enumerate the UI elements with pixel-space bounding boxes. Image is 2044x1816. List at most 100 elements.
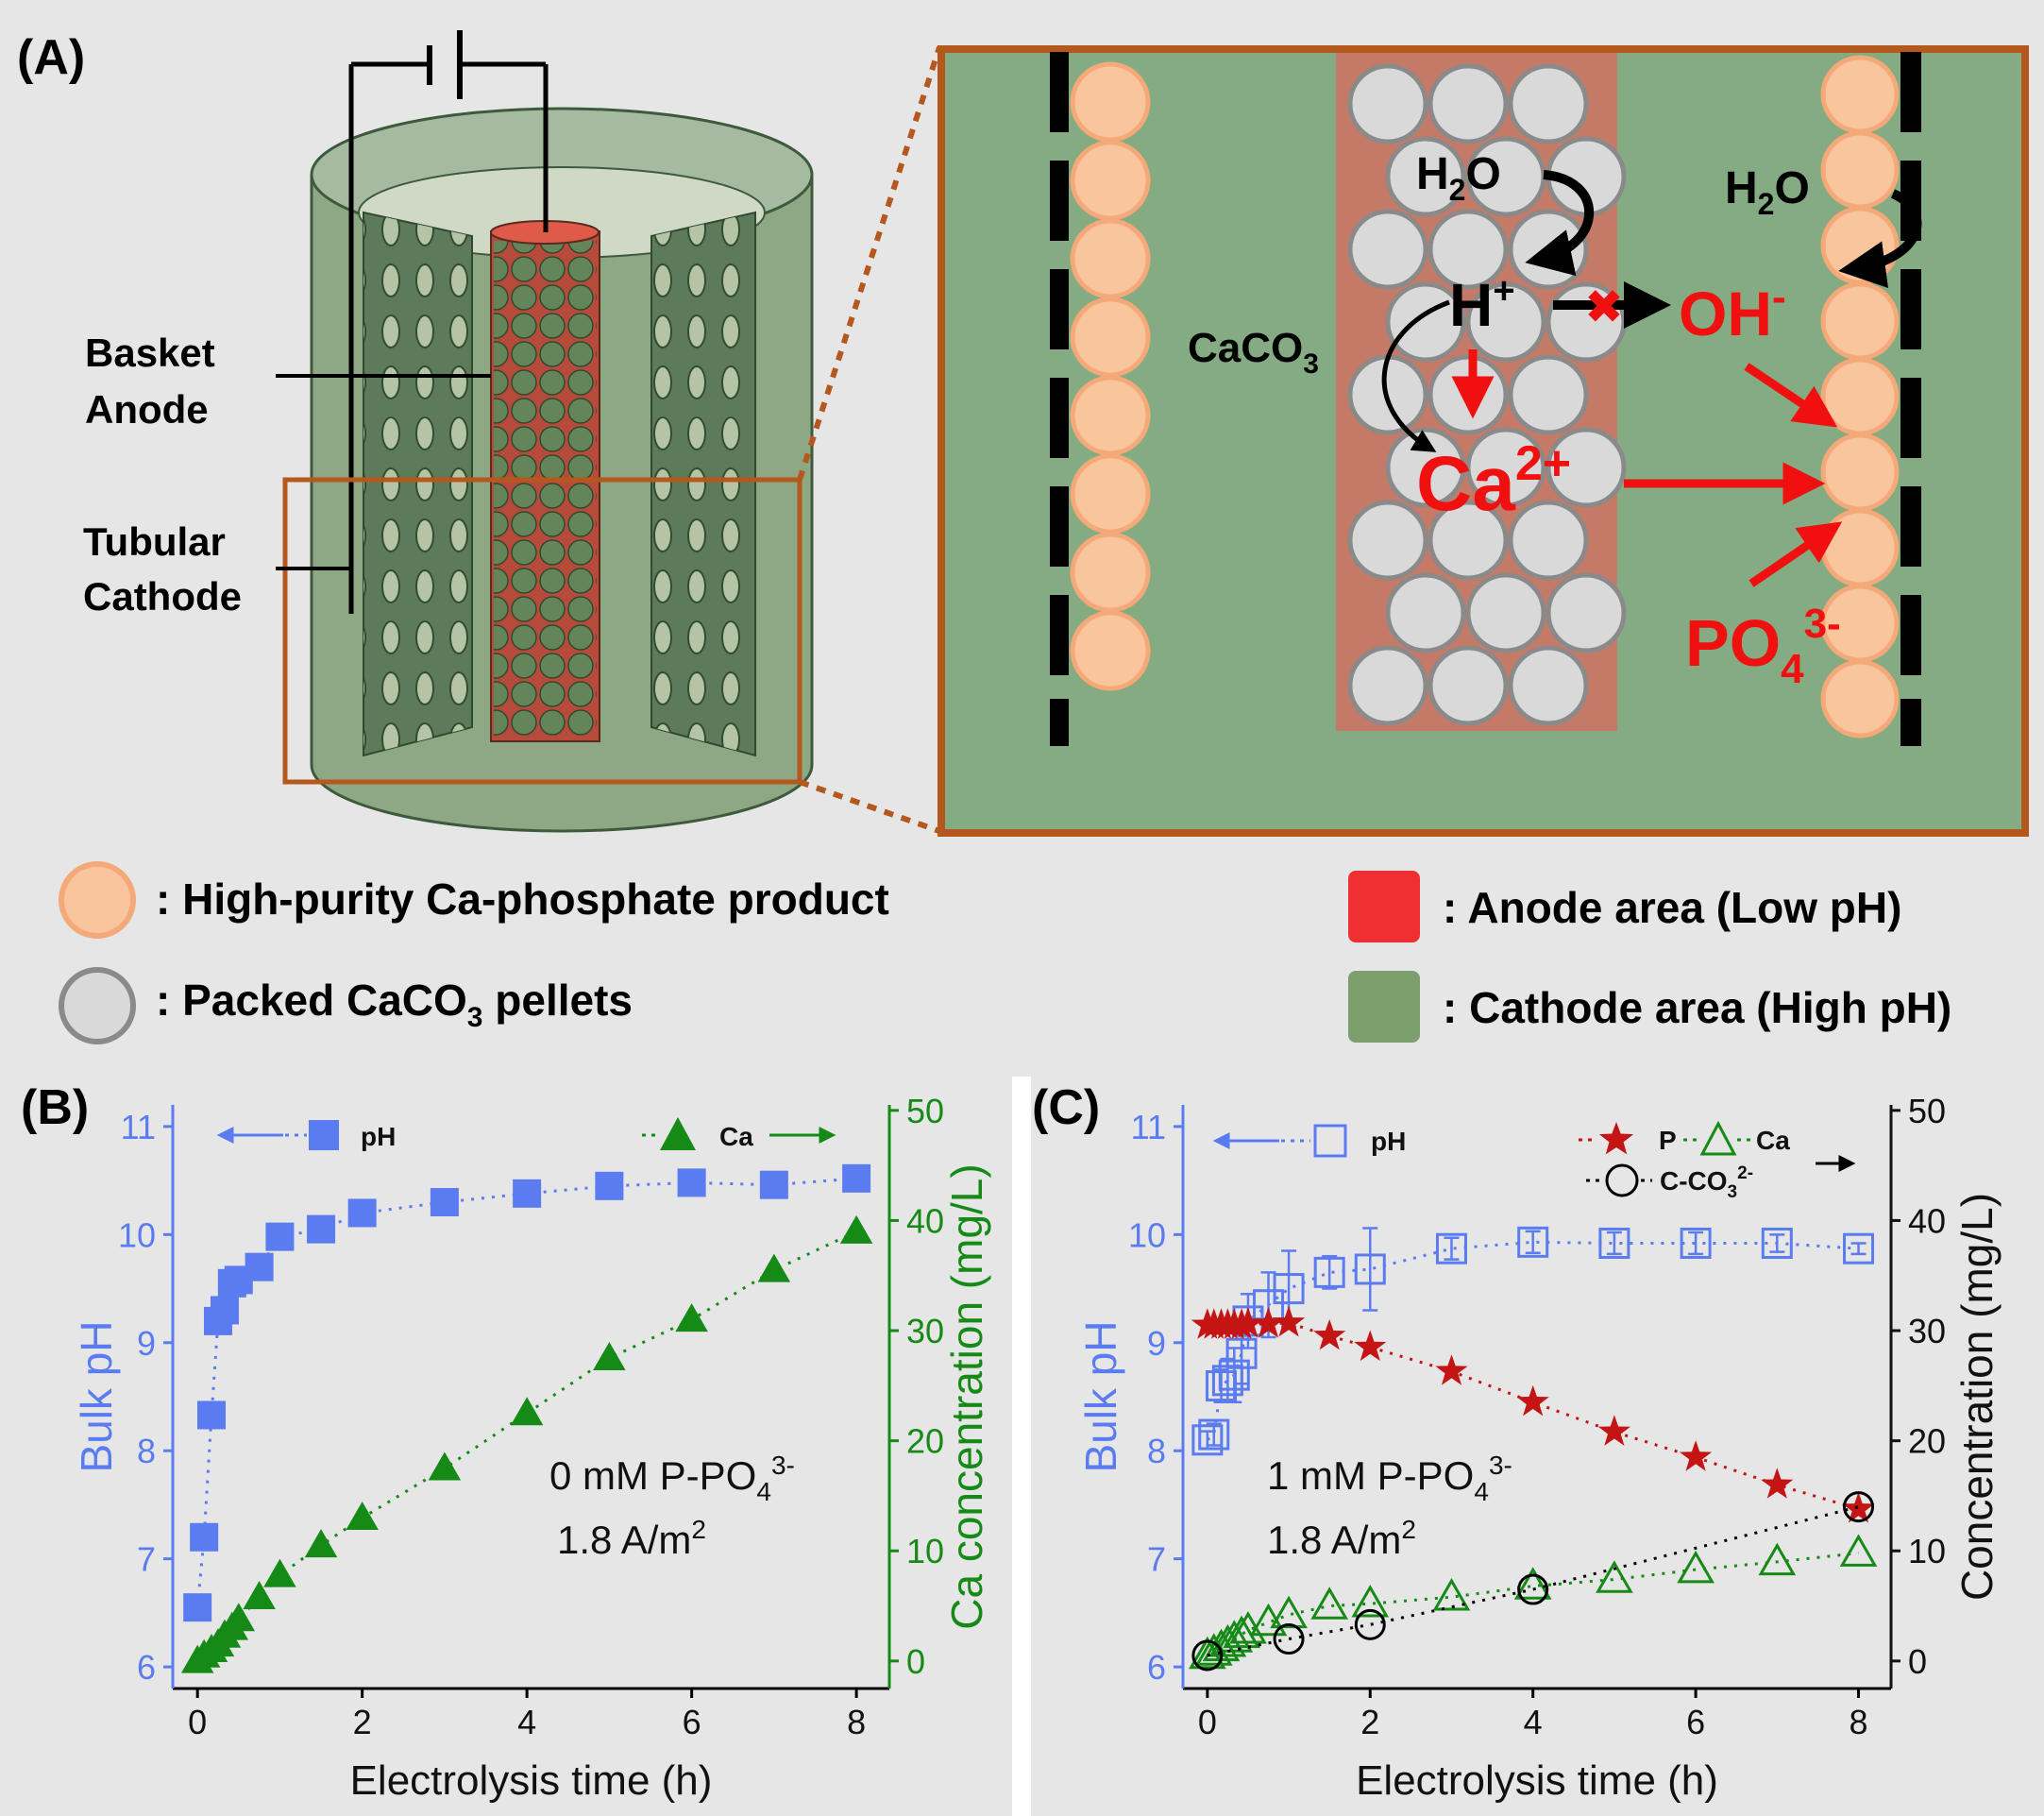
caco3-pellet (1347, 645, 1428, 726)
data-point (1758, 1542, 1797, 1576)
y-axis-left-title: Bulk pH (72, 1320, 121, 1472)
y-right-tick-label: 10 (1908, 1532, 1946, 1570)
x-tick-label: 2 (353, 1703, 372, 1741)
legend-anode-label: : Anode area (Low pH) (1443, 883, 1901, 932)
legend-cathode-label: : Cathode area (High pH) (1443, 983, 1951, 1032)
legend-c-ph-marker (1313, 1124, 1347, 1158)
label-basket: Basket (85, 331, 215, 375)
data-point (675, 1303, 708, 1332)
y-right-tick-label: 40 (1908, 1201, 1946, 1240)
data-point (265, 1222, 295, 1251)
data-point (757, 1253, 791, 1282)
data-point (1680, 1227, 1712, 1259)
y-left-tick-label: 8 (1147, 1432, 1166, 1470)
data-point (1516, 1384, 1549, 1417)
caco3-pellet (1508, 209, 1589, 290)
label-anode: Anode (85, 387, 209, 432)
label-ca2plus: Ca2+ (1416, 436, 1571, 527)
caco3-pellet (1347, 500, 1428, 581)
legend-product-swatch (59, 861, 136, 939)
hydroxide-migration-arrow (1744, 363, 1838, 428)
series-line-ph (195, 1177, 857, 1608)
product-particle (1070, 140, 1151, 221)
anode-pellets (494, 241, 597, 737)
panel-c-marks: 0 2 4 6 8 6 7 8 9 10 11 0 10 20 30 40 50 Electrolysis tim… (1076, 1092, 2002, 1804)
product-particle (1070, 218, 1151, 299)
data-point (1842, 1491, 1875, 1523)
product-particle (1070, 610, 1151, 691)
zoom-guide-bottom (799, 779, 940, 834)
y-axis-right-title: Ca concentration (mg/L) (942, 1163, 991, 1629)
data-point (347, 1198, 377, 1228)
y-left-tick-label: 10 (118, 1215, 156, 1254)
label-h2o-left: H2O (1416, 149, 1501, 207)
y-left-tick-label: 10 (1128, 1215, 1166, 1254)
panel-c-chart: (C) 0 2 4 6 8 6 7 8 9 10 11 0 10 20 30 40 50 Electrolysis… (1032, 1080, 2002, 1804)
cathode-plate-segment (1050, 52, 1069, 132)
x-tick-label: 0 (188, 1703, 207, 1741)
label-oh-minus: OH- (1679, 274, 1786, 348)
caco3-pellet (1347, 209, 1428, 290)
data-point (1597, 1415, 1630, 1446)
data-point (190, 1522, 219, 1552)
legend-c-ph-label: pH (1371, 1127, 1406, 1156)
legend-c-cco3-marker (1605, 1163, 1639, 1197)
legend-ph-marker (309, 1120, 339, 1150)
data-point (1843, 1232, 1875, 1264)
legend-ph-label: pH (361, 1122, 396, 1151)
cathode-plate-segment (1900, 699, 1921, 746)
x-tick-label: 4 (517, 1703, 536, 1741)
legend-c-ca-label: Ca (1756, 1126, 1790, 1155)
label-h-plus: H+ (1449, 270, 1515, 339)
caco3-pellet (1427, 63, 1509, 144)
data-point (1313, 1256, 1345, 1288)
data-point (1225, 1337, 1258, 1369)
y-right-tick-label: 30 (1908, 1312, 1946, 1350)
data-point (1223, 1615, 1260, 1649)
panel-b-label: (B) (21, 1080, 89, 1135)
data-point (1351, 1584, 1390, 1618)
legend-pellet-label: : Packed CaCO3 pellets (156, 976, 633, 1033)
data-point (1596, 1560, 1633, 1593)
y-left-tick-label: 8 (137, 1432, 156, 1470)
caco3-pellet (1465, 572, 1546, 653)
product-particle (1820, 659, 1900, 738)
data-point (1354, 1253, 1386, 1285)
y-right-tick-label: 0 (1908, 1642, 1927, 1681)
data-point (1354, 1608, 1386, 1640)
cathode-plate-segment (1050, 595, 1069, 675)
data-point (759, 1170, 788, 1199)
caco3-pellet (1508, 63, 1589, 144)
legend-ca-marker (660, 1117, 696, 1150)
y-right-tick-label: 50 (1908, 1092, 1946, 1130)
zoom-detail: ✖ H2O H2O H+ OH- CaCO3 Ca2+ PO43- (938, 45, 2029, 837)
cathode-plate-segment (1050, 378, 1069, 458)
data-point (1513, 1567, 1552, 1600)
data-point (510, 1397, 544, 1426)
water-oxidation-arrow (1525, 170, 1595, 277)
label-caco3: CaCO3 (1188, 325, 1319, 380)
blocked-mark: ✖ (1584, 280, 1624, 333)
caco3-pellet (1508, 354, 1589, 435)
data-point (513, 1179, 542, 1208)
data-point (222, 1603, 256, 1632)
product-particle (1820, 433, 1900, 512)
x-tick-label: 8 (1850, 1703, 1868, 1741)
caco3-pellet (1385, 427, 1466, 508)
data-point (428, 1451, 462, 1481)
x-tick-label: 4 (1524, 1703, 1543, 1741)
data-point (595, 1171, 624, 1200)
legend-cathode-swatch (1348, 971, 1420, 1043)
cathode-plate-segment (1900, 378, 1921, 458)
y-left-tick-label: 6 (137, 1648, 156, 1687)
product-particle (1820, 357, 1900, 436)
caco3-pellet (1508, 645, 1589, 726)
caco3-pellet (1427, 645, 1509, 726)
label-cathode: Cathode (83, 574, 242, 619)
cathode-plate-segment (1050, 699, 1069, 746)
x-tick-label: 0 (1198, 1703, 1217, 1741)
data-point (243, 1580, 276, 1609)
y-right-tick-label: 0 (906, 1642, 925, 1681)
data-point (1189, 1636, 1226, 1670)
legend-ca-label: Ca (719, 1122, 753, 1151)
